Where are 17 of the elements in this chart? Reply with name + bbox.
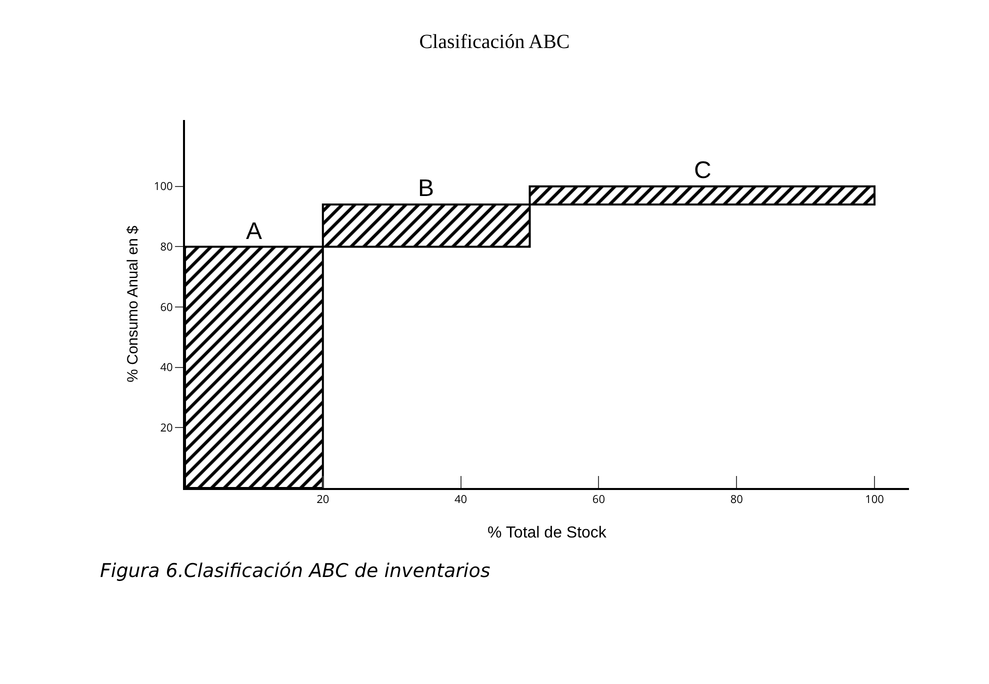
x-tick-label: 80 xyxy=(730,492,743,508)
annotation: A xyxy=(246,218,262,245)
x-tick-label: 100 xyxy=(865,492,884,508)
y-tick-label: 100 xyxy=(154,179,173,194)
y-tick-label: 60 xyxy=(160,300,173,315)
y-tick-label: 20 xyxy=(160,420,173,436)
y-axis-title: % Consumo Anual en $ xyxy=(124,224,142,382)
x-tick-label: 20 xyxy=(316,492,330,508)
x-tick-label: 60 xyxy=(592,492,606,508)
annotation: C xyxy=(694,157,712,184)
text: Figura 6.Clasificación ABC de inventarios xyxy=(100,560,490,582)
chart-title: Clasificación ABC xyxy=(419,31,570,54)
y-tick-label: 40 xyxy=(160,360,173,376)
y-tick-label: 80 xyxy=(160,240,173,255)
annotation: B xyxy=(418,175,434,202)
x-tick-label: 40 xyxy=(454,492,468,508)
x-axis-title: % Total de Stock xyxy=(488,524,608,542)
